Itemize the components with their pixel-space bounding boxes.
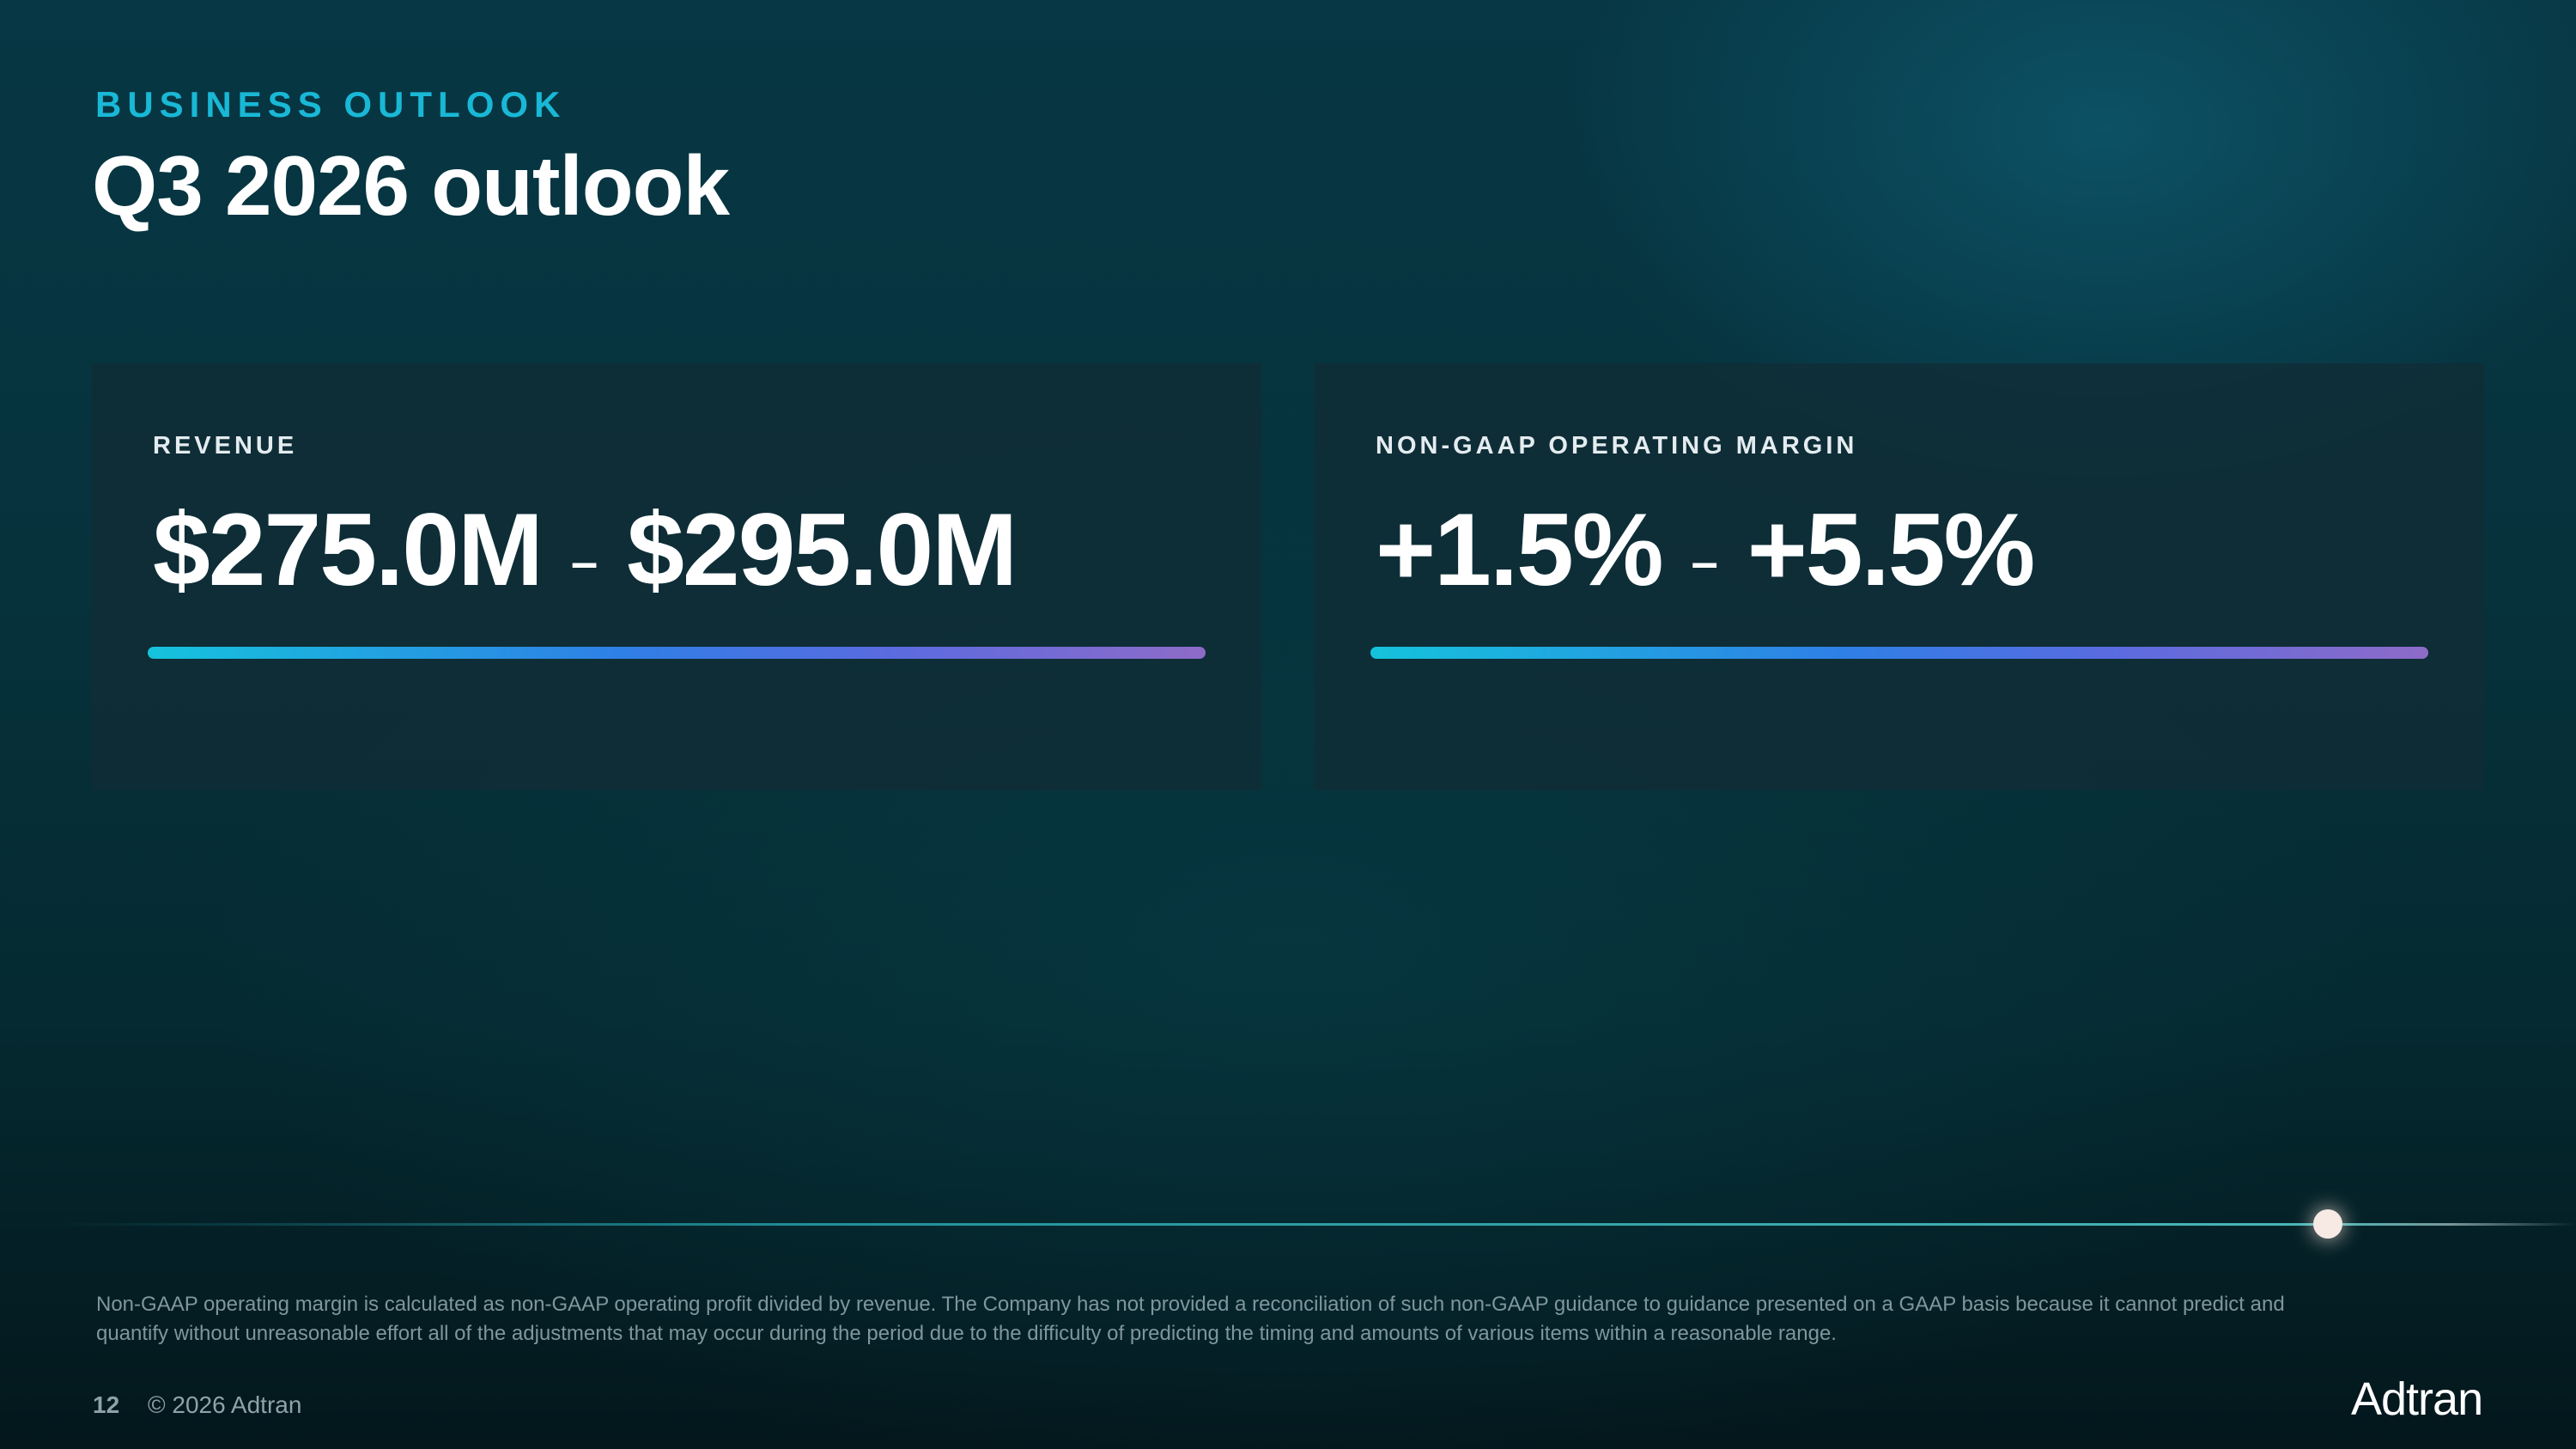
- logo: Adtran: [2351, 1373, 2483, 1425]
- range-separator: –: [571, 534, 598, 588]
- eyebrow: BUSINESS OUTLOOK: [95, 84, 567, 125]
- footnote: Non-GAAP operating margin is calculated …: [96, 1293, 2285, 1345]
- range-high: $295.0M: [627, 492, 1018, 607]
- card-value: +1.5% – +5.5%: [1376, 490, 2036, 609]
- divider-dot: [2313, 1209, 2342, 1239]
- range-low: $275.0M: [153, 492, 544, 607]
- range-low: +1.5%: [1376, 492, 1664, 607]
- card-label: NON-GAAP OPERATING MARGIN: [1376, 432, 1858, 460]
- outlook-card: REVENUE $275.0M – $295.0M: [92, 363, 1261, 790]
- page-number: 12: [93, 1391, 120, 1418]
- accent-bar: [1370, 647, 2428, 659]
- divider-line: [52, 1223, 2576, 1226]
- outlook-card: NON-GAAP OPERATING MARGIN +1.5% – +5.5%: [1315, 363, 2484, 790]
- range-high: +5.5%: [1747, 492, 2036, 607]
- card-label: REVENUE: [153, 432, 298, 460]
- range-separator: –: [1691, 534, 1718, 588]
- accent-bar: [148, 647, 1206, 659]
- slide-title: Q3 2026 outlook: [92, 138, 730, 233]
- copyright: © 2026 Adtran: [148, 1391, 302, 1418]
- card-value: $275.0M – $295.0M: [153, 490, 1018, 609]
